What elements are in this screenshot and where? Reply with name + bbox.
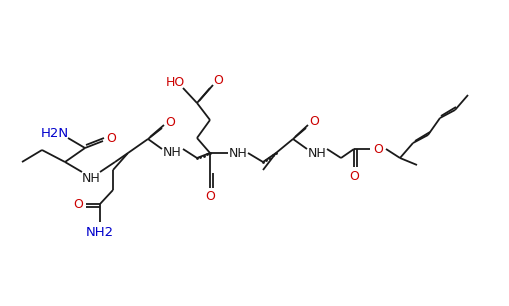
Text: NH: NH bbox=[162, 145, 181, 159]
Text: O: O bbox=[373, 143, 383, 155]
Text: NH2: NH2 bbox=[86, 226, 114, 238]
Text: HO: HO bbox=[165, 76, 185, 88]
Text: O: O bbox=[213, 73, 223, 87]
Text: NH: NH bbox=[307, 147, 326, 159]
Text: O: O bbox=[205, 189, 215, 203]
Text: O: O bbox=[106, 132, 116, 144]
Text: NH: NH bbox=[229, 147, 247, 159]
Text: O: O bbox=[349, 170, 359, 182]
Text: NH: NH bbox=[81, 171, 100, 185]
Text: H2N: H2N bbox=[41, 126, 69, 140]
Text: O: O bbox=[309, 114, 319, 128]
Text: O: O bbox=[73, 199, 83, 211]
Text: O: O bbox=[165, 115, 175, 129]
